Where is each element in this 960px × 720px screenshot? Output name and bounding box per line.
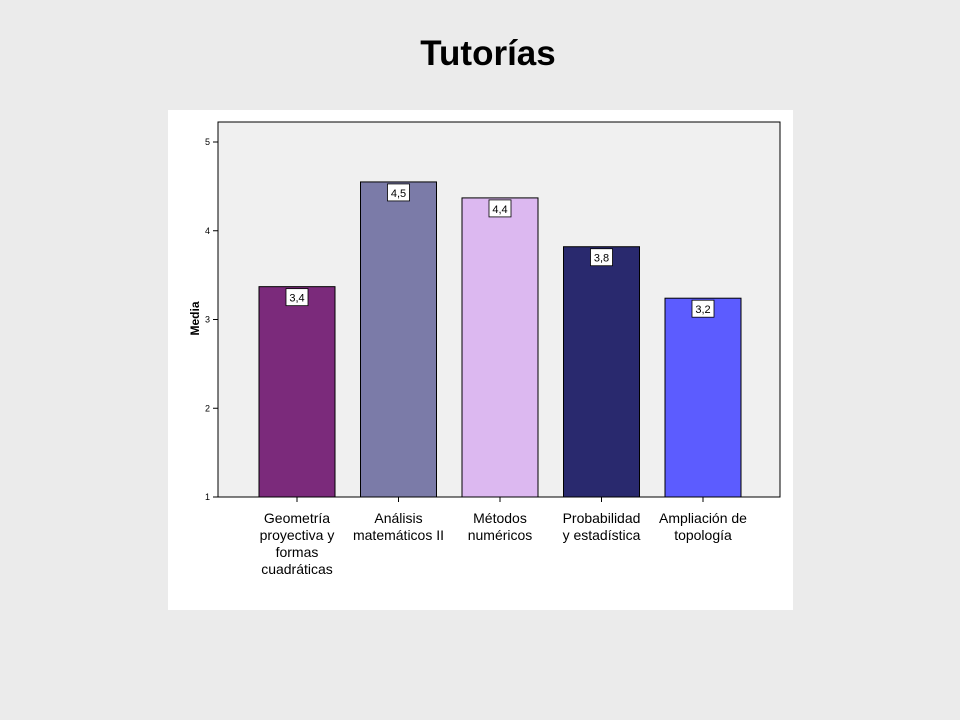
x-category-label: formas <box>276 544 319 560</box>
data-label-box <box>691 299 715 318</box>
y-tick-label: 1 <box>205 492 210 502</box>
y-tick-label: 2 <box>205 403 210 413</box>
x-category-label: proyectiva y <box>260 527 335 543</box>
x-category-label: Métodos <box>473 510 527 526</box>
slide-title: Tutorías <box>420 34 556 73</box>
data-label: 4,4 <box>492 204 507 216</box>
data-label-box <box>285 288 309 307</box>
x-category-label: Ampliación de <box>659 510 747 526</box>
bar-chart: 1 2 3 4 5 Media 3,4 4,5 4,4 3,8 3,2 Geometríaproy… <box>188 121 781 577</box>
x-category-label: matemáticos II <box>353 527 444 543</box>
data-label-box <box>387 183 410 202</box>
x-category-label: Probabilidad <box>563 510 641 526</box>
data-label-box <box>488 199 512 218</box>
y-axis-label: Media <box>188 301 202 335</box>
y-tick-label: 4 <box>205 226 210 236</box>
x-category-label: Análisis <box>374 510 422 526</box>
data-label-box <box>590 248 613 267</box>
x-category-label: numéricos <box>468 527 533 543</box>
bar <box>664 297 742 498</box>
bar <box>563 246 640 498</box>
x-category-label: Geometría <box>264 510 330 526</box>
bar <box>258 286 336 498</box>
data-label: 4,5 <box>391 188 406 200</box>
bar <box>360 181 437 498</box>
data-label: 3,2 <box>695 304 710 316</box>
y-tick-label: 3 <box>205 315 210 325</box>
data-label: 3,4 <box>289 293 304 305</box>
y-tick-label: 5 <box>205 137 210 147</box>
x-category-label: y estadística <box>563 527 641 543</box>
x-category-label: topología <box>674 527 732 543</box>
data-label: 3,8 <box>594 253 609 265</box>
chart-frame: 1 2 3 4 5 Media 3,4 4,5 4,4 3,8 3,2 Geometría proy… <box>168 110 793 610</box>
bar <box>461 197 539 498</box>
x-category-label: cuadráticas <box>261 561 333 577</box>
